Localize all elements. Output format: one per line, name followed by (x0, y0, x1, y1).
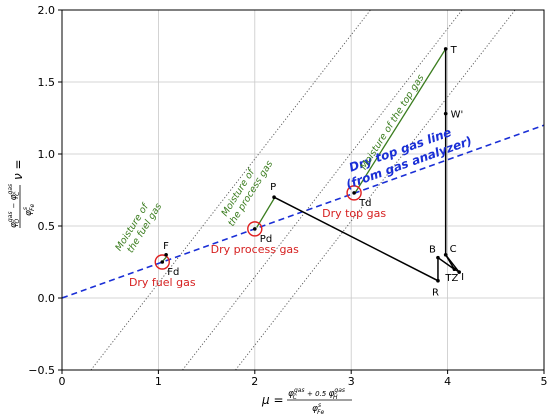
y-axis-label-main: ν = (11, 159, 25, 180)
dotted-reference-line (90, 10, 371, 370)
x-tick-label: 0 (59, 375, 66, 388)
point-marker (164, 253, 168, 257)
dry-gas-circle (346, 185, 362, 201)
point-label: F (163, 241, 169, 252)
i-to-c-line (445, 254, 460, 273)
dry-gas-point-label: Td (358, 198, 371, 209)
y-tick-label: 2.0 (38, 4, 56, 17)
dry-gas-point (160, 260, 165, 264)
dry-gas-point-label: Fd (167, 267, 179, 278)
dotted-reference-line (235, 10, 516, 370)
x-axis-label: μ = φgas C + 0.5 φgas H φs Fe (261, 387, 352, 416)
point-label: R (432, 288, 439, 299)
point-marker (436, 278, 440, 283)
point-marker (443, 111, 448, 116)
y-tick-label: −0.5 (28, 364, 55, 377)
point-label: C (450, 244, 457, 255)
y-axis-label: ν = φgasO − φgasC φsFe (7, 159, 36, 228)
x-tick-label: 4 (444, 375, 451, 388)
dry-gas-red-label: Dry process gas (211, 243, 299, 256)
dry-top-gas-line-stroke (62, 124, 544, 299)
point-label: I (461, 272, 464, 283)
x-axis-label-main: μ = (261, 393, 284, 407)
moisture-line (354, 48, 447, 194)
x-axis-label-numerator: φgas C + 0.5 φgas H (288, 387, 345, 401)
axis-ticks: 0 1 2 3 4 5 −0.5 0.0 0.5 1.0 1.5 2.0 (28, 4, 547, 388)
point-marker (457, 270, 461, 274)
grid (61, 9, 545, 371)
dry-top-gas-line-label: Dry top gas line(from gas analyzer) (344, 125, 474, 191)
point-marker (436, 255, 440, 260)
path-points (164, 47, 461, 283)
dotted-reference-line (182, 10, 463, 370)
dotted-reference-lines (90, 10, 516, 370)
x-tick-label: 3 (348, 375, 355, 388)
point-label: P (270, 182, 276, 193)
dry-gas-red-label: Dry top gas (322, 207, 386, 220)
y-tick-label: 0.5 (38, 220, 56, 233)
y-axis-label-denominator: φsFe (22, 203, 36, 216)
dry-top-gas-line (62, 124, 544, 299)
dry-gas-point-label: Pd (260, 234, 272, 245)
dry-gas-point (352, 191, 356, 195)
point-marker (452, 267, 457, 272)
x-tick-label: 1 (155, 375, 162, 388)
point-marker (443, 253, 448, 257)
x-tick-label: 5 (541, 375, 548, 388)
y-tick-label: 1.5 (38, 76, 56, 89)
point-label: W' (451, 110, 464, 121)
point-label: TZ (444, 273, 458, 284)
point-label: B (429, 245, 436, 256)
y-axis-label-numerator: φgasO − φgasC (7, 184, 21, 228)
point-marker (272, 195, 276, 199)
x-tick-label: 2 (251, 375, 258, 388)
x-axis-label-denominator: φs Fe (312, 402, 325, 416)
moisture-line (256, 198, 275, 228)
y-tick-label: 1.0 (38, 148, 56, 161)
plot-frame (61, 9, 545, 371)
y-tick-label: 0.0 (38, 292, 56, 305)
dry-gas-markers (154, 185, 362, 270)
dry-gas-point (253, 227, 257, 231)
dry-gas-circle (154, 254, 170, 270)
dry-gas-circle (247, 221, 263, 237)
point-label: T (450, 45, 458, 56)
dry-gas-red-label: Dry fuel gas (129, 276, 196, 289)
point-marker (443, 47, 448, 51)
